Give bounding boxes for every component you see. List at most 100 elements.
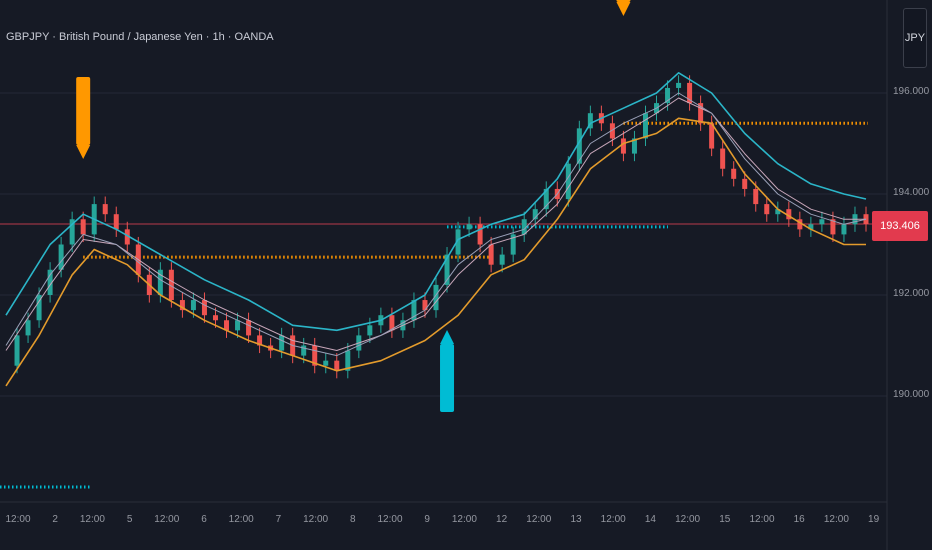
last-price-tag: 193.406	[872, 211, 928, 241]
x-tick-label: 2	[52, 514, 58, 525]
up-candle	[367, 325, 373, 336]
up-candle	[301, 345, 307, 356]
down-candle	[113, 214, 119, 230]
x-tick-label: 9	[424, 514, 430, 525]
upper-band-line	[5, 72, 867, 332]
sell-signal-flag	[76, 77, 91, 145]
currency-button[interactable]: JPY	[903, 8, 927, 68]
fast-ma-line	[5, 92, 867, 357]
up-candle	[157, 269, 163, 295]
x-tick-label: 12:00	[526, 514, 552, 525]
buy-signal-arrow	[440, 330, 455, 344]
up-candle	[676, 82, 682, 88]
down-candle	[477, 224, 483, 245]
x-tick-label: 5	[126, 514, 133, 525]
up-candle	[631, 138, 637, 154]
x-tick-label: 16	[793, 514, 805, 525]
up-candle	[565, 163, 571, 200]
down-candle	[731, 168, 737, 179]
down-candle	[179, 300, 185, 311]
x-tick-label: 7	[275, 514, 282, 525]
indicator-lines	[5, 72, 867, 387]
up-candle	[25, 320, 31, 336]
up-candle	[819, 219, 825, 225]
x-tick-label: 6	[201, 514, 207, 525]
down-candle	[224, 320, 230, 331]
x-tick-label: 19	[868, 514, 880, 525]
sell-signal-flag	[616, 0, 631, 2]
down-candle	[488, 244, 494, 265]
up-candle	[69, 219, 75, 245]
down-candle	[609, 123, 615, 139]
x-tick-label: 12:00	[675, 514, 701, 525]
x-tick-label: 8	[350, 514, 356, 525]
x-tick-label: 12:00	[377, 514, 403, 525]
down-candle	[102, 204, 108, 215]
up-candle	[532, 209, 538, 220]
y-tick-label: 194.000	[893, 187, 930, 198]
x-tick-label: 12:00	[79, 514, 105, 525]
x-tick-label: 12:00	[5, 514, 31, 525]
up-candle	[808, 224, 814, 230]
up-candle	[499, 254, 505, 265]
up-candle	[345, 350, 351, 371]
up-candle	[323, 360, 329, 366]
down-candle	[764, 204, 770, 215]
down-candle	[753, 188, 759, 205]
down-candle	[246, 320, 252, 336]
y-tick-label: 196.000	[893, 86, 930, 97]
y-tick-label: 190.000	[893, 389, 930, 400]
up-candle	[444, 254, 450, 285]
down-candle	[742, 178, 748, 189]
up-candle	[521, 219, 527, 235]
buy-signal-flag	[440, 344, 455, 412]
down-candle	[687, 82, 693, 104]
up-candle	[543, 188, 549, 210]
x-tick-label: 14	[644, 514, 656, 525]
down-candle	[257, 335, 263, 346]
up-candle	[36, 295, 42, 321]
down-candle	[212, 315, 218, 321]
sell-signal-arrow	[616, 2, 631, 16]
up-candle	[47, 269, 53, 295]
down-candle	[786, 209, 792, 220]
up-candle	[841, 224, 847, 235]
up-candle	[642, 113, 648, 139]
up-candle	[279, 335, 285, 351]
sell-signal-arrow	[76, 145, 91, 159]
up-candle	[58, 244, 64, 270]
down-candle	[720, 148, 726, 169]
up-candle	[775, 209, 781, 215]
up-candle	[235, 320, 241, 331]
down-candle	[80, 219, 86, 235]
slow-ma-line	[5, 97, 866, 351]
up-candle	[433, 284, 439, 311]
down-candle	[389, 315, 395, 331]
x-tick-label: 15	[719, 514, 731, 525]
x-tick-label: 12	[496, 514, 508, 525]
down-candle	[124, 229, 130, 245]
signals	[76, 0, 631, 412]
x-tick-label: 12:00	[823, 514, 849, 525]
down-candle	[201, 300, 207, 316]
down-candle	[312, 345, 318, 366]
up-candle	[510, 234, 516, 255]
down-candle	[422, 300, 428, 311]
up-candle	[455, 229, 461, 255]
x-tick-label: 12:00	[600, 514, 626, 525]
up-candle	[14, 335, 20, 366]
down-candle	[698, 103, 704, 124]
x-tick-label: 13	[570, 514, 582, 525]
x-tick-label: 12:00	[451, 514, 477, 525]
down-candle	[797, 219, 803, 230]
x-tick-label: 12:00	[154, 514, 180, 525]
down-candle	[334, 360, 340, 371]
down-candle	[709, 123, 715, 149]
x-tick-label: 12:00	[303, 514, 329, 525]
up-candle	[665, 87, 671, 104]
x-tick-label: 12:00	[228, 514, 254, 525]
up-candle	[576, 128, 582, 164]
up-candle	[411, 300, 417, 321]
